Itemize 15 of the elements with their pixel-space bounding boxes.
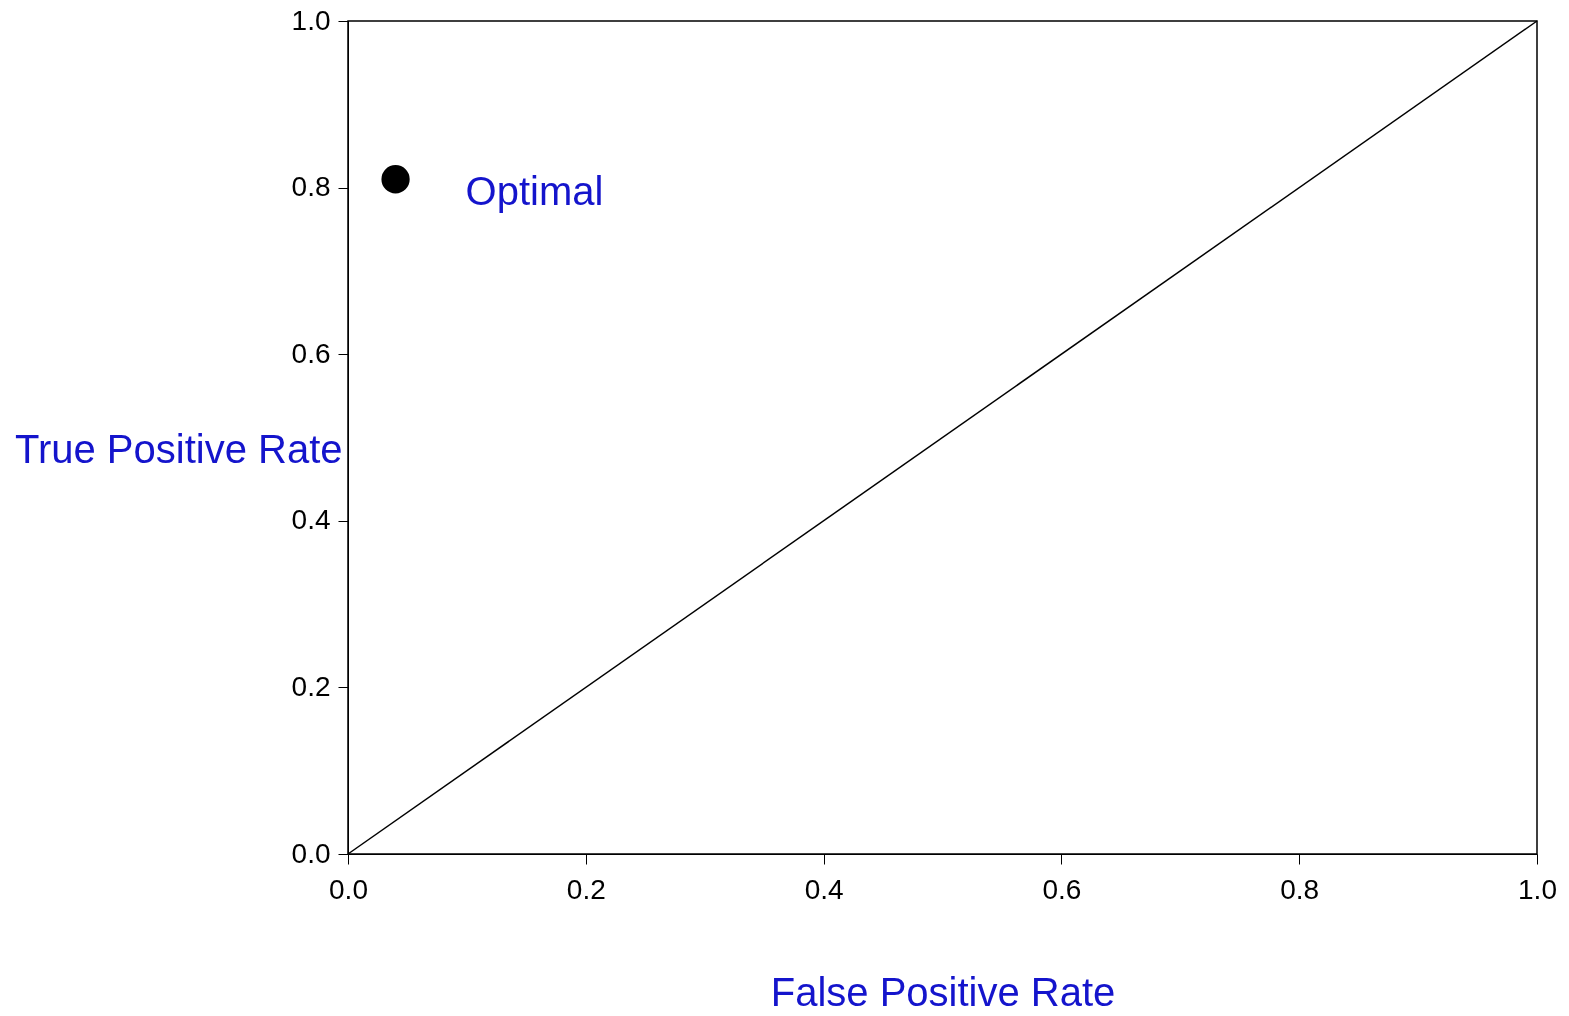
y-tick-label: 0.8 [291,171,331,203]
x-tick-label: 0.4 [804,873,844,905]
x-tick-label: 0.8 [1280,873,1320,905]
x-axis-title: False Positive Rate [770,969,1116,1014]
y-tick-label: 0.2 [291,670,331,702]
y-tick-label: 0.0 [291,837,331,869]
y-tick-label: 0.4 [291,504,331,536]
y-axis-title: True Positive Rate [14,426,343,471]
annotation: Optimal [465,169,604,214]
y-tick-label: 1.0 [291,4,331,36]
x-tick-label: 0.2 [566,873,606,905]
x-tick-label: 0.6 [1042,873,1082,905]
y-tick-label: 0.6 [291,337,331,369]
x-tick-label: 1.0 [1518,873,1557,905]
x-tick-label: 0.0 [329,873,368,905]
